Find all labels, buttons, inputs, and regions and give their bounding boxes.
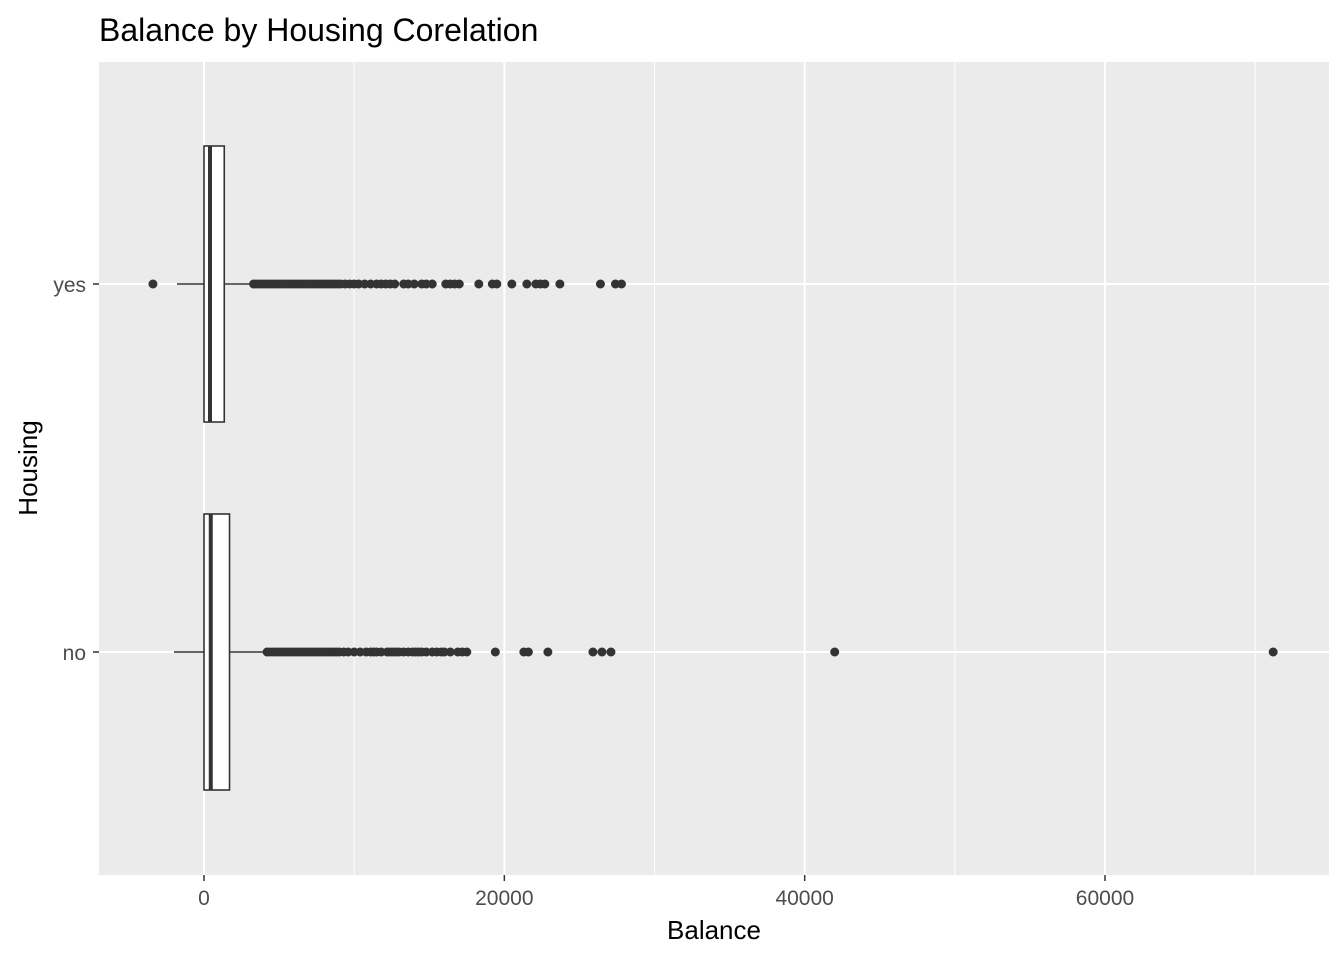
plot-panel (99, 62, 1329, 875)
y-axis-title: Housing (13, 420, 43, 515)
outlier-point (522, 279, 532, 289)
outlier-point (390, 279, 400, 289)
y-tick-label: no (63, 642, 86, 665)
outlier-point (462, 647, 472, 657)
y-axis: no yes (53, 274, 99, 665)
outlier-point (555, 279, 565, 289)
outlier-point (148, 279, 158, 289)
box-no (173, 513, 1278, 791)
outlier-point (409, 279, 419, 289)
x-axis-title: Balance (667, 915, 761, 945)
outlier-point (616, 279, 626, 289)
box-yes (148, 145, 626, 423)
outlier-point (523, 647, 533, 657)
y-tick-label: yes (53, 274, 86, 297)
box-iqr (203, 513, 231, 791)
outlier-point (540, 279, 550, 289)
outlier-point (445, 647, 455, 657)
x-tick-label: 20000 (475, 887, 533, 910)
outlier-point (474, 279, 484, 289)
outlier-point (588, 647, 598, 657)
outlier-point (1268, 647, 1278, 657)
outlier-point (595, 279, 605, 289)
minor-gridlines (353, 62, 1256, 875)
x-axis: 0 20000 40000 60000 (198, 875, 1134, 910)
outlier-point (507, 279, 517, 289)
x-tick-label: 60000 (1076, 887, 1134, 910)
outlier-point (492, 279, 502, 289)
outlier-point (597, 647, 607, 657)
x-tick-label: 0 (198, 887, 210, 910)
boxplot-series (148, 145, 1278, 791)
outlier-point (490, 647, 500, 657)
x-tick-label: 40000 (775, 887, 833, 910)
outlier-point (830, 647, 840, 657)
outlier-point (543, 647, 553, 657)
outlier-point (606, 647, 616, 657)
chart-title: Balance by Housing Corelation (99, 12, 538, 48)
outlier-point (454, 279, 464, 289)
box-iqr (203, 145, 226, 423)
outlier-point (427, 279, 437, 289)
